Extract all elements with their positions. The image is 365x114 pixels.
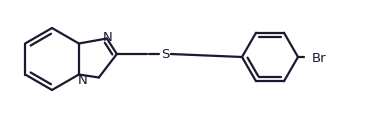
Text: N: N — [78, 73, 88, 86]
Text: N: N — [103, 31, 113, 44]
Text: S: S — [161, 48, 169, 61]
Text: Br: Br — [312, 51, 327, 64]
